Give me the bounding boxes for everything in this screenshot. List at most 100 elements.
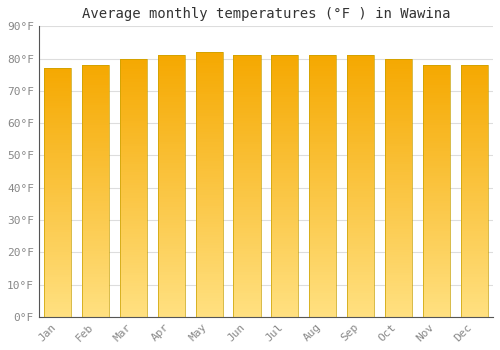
- Bar: [44, 312, 72, 314]
- Bar: [309, 244, 336, 246]
- Bar: [234, 79, 260, 82]
- Bar: [196, 97, 223, 100]
- Bar: [385, 159, 412, 162]
- Bar: [234, 165, 260, 168]
- Bar: [120, 270, 147, 273]
- Bar: [385, 175, 412, 177]
- Bar: [271, 134, 298, 136]
- Bar: [82, 219, 109, 221]
- Bar: [234, 220, 260, 223]
- Bar: [120, 118, 147, 120]
- Bar: [44, 123, 72, 125]
- Bar: [347, 207, 374, 210]
- Bar: [158, 84, 185, 87]
- Bar: [158, 113, 185, 116]
- Bar: [120, 175, 147, 177]
- Bar: [196, 195, 223, 198]
- Bar: [44, 252, 72, 255]
- Bar: [44, 227, 72, 230]
- Bar: [158, 139, 185, 142]
- Bar: [347, 89, 374, 92]
- Bar: [196, 253, 223, 256]
- Bar: [309, 170, 336, 173]
- Bar: [309, 183, 336, 186]
- Bar: [422, 168, 450, 171]
- Bar: [309, 126, 336, 128]
- Bar: [460, 123, 488, 125]
- Bar: [158, 202, 185, 204]
- Bar: [309, 202, 336, 204]
- Bar: [234, 296, 260, 299]
- Bar: [120, 162, 147, 164]
- Bar: [234, 194, 260, 197]
- Bar: [422, 224, 450, 226]
- Bar: [44, 103, 72, 106]
- Bar: [385, 113, 412, 116]
- Bar: [309, 139, 336, 142]
- Bar: [234, 136, 260, 139]
- Bar: [158, 286, 185, 288]
- Bar: [120, 255, 147, 257]
- Bar: [234, 89, 260, 92]
- Bar: [347, 155, 374, 157]
- Bar: [309, 306, 336, 309]
- Bar: [271, 238, 298, 241]
- Bar: [234, 160, 260, 162]
- Bar: [196, 224, 223, 227]
- Bar: [460, 246, 488, 249]
- Bar: [460, 219, 488, 221]
- Bar: [460, 72, 488, 75]
- Bar: [158, 108, 185, 110]
- Bar: [44, 120, 72, 123]
- Bar: [44, 111, 72, 113]
- Bar: [158, 82, 185, 84]
- Bar: [271, 176, 298, 178]
- Bar: [120, 167, 147, 170]
- Bar: [347, 68, 374, 71]
- Bar: [385, 312, 412, 314]
- Bar: [271, 217, 298, 220]
- Bar: [422, 171, 450, 173]
- Bar: [385, 286, 412, 288]
- Bar: [460, 309, 488, 312]
- Bar: [158, 233, 185, 236]
- Bar: [234, 288, 260, 290]
- Bar: [44, 96, 72, 98]
- Bar: [158, 55, 185, 58]
- Bar: [422, 289, 450, 292]
- Bar: [158, 314, 185, 317]
- Bar: [120, 195, 147, 198]
- Bar: [44, 163, 72, 165]
- Bar: [82, 90, 109, 93]
- Bar: [271, 309, 298, 312]
- Bar: [44, 76, 72, 78]
- Bar: [347, 147, 374, 149]
- Bar: [460, 201, 488, 203]
- Bar: [82, 118, 109, 120]
- Bar: [347, 257, 374, 259]
- Bar: [44, 205, 72, 208]
- Bar: [422, 279, 450, 281]
- Bar: [460, 211, 488, 213]
- Bar: [82, 186, 109, 188]
- Bar: [271, 79, 298, 82]
- Bar: [422, 264, 450, 266]
- Bar: [271, 92, 298, 94]
- Bar: [271, 244, 298, 246]
- Bar: [234, 134, 260, 136]
- Bar: [347, 212, 374, 215]
- Bar: [460, 229, 488, 231]
- Bar: [158, 207, 185, 210]
- Bar: [120, 64, 147, 66]
- Bar: [82, 211, 109, 213]
- Bar: [460, 289, 488, 292]
- Bar: [158, 301, 185, 304]
- Bar: [422, 153, 450, 156]
- Bar: [196, 230, 223, 232]
- Bar: [271, 173, 298, 176]
- Bar: [422, 108, 450, 110]
- Bar: [120, 154, 147, 157]
- Bar: [82, 113, 109, 116]
- Bar: [422, 241, 450, 244]
- Bar: [234, 178, 260, 181]
